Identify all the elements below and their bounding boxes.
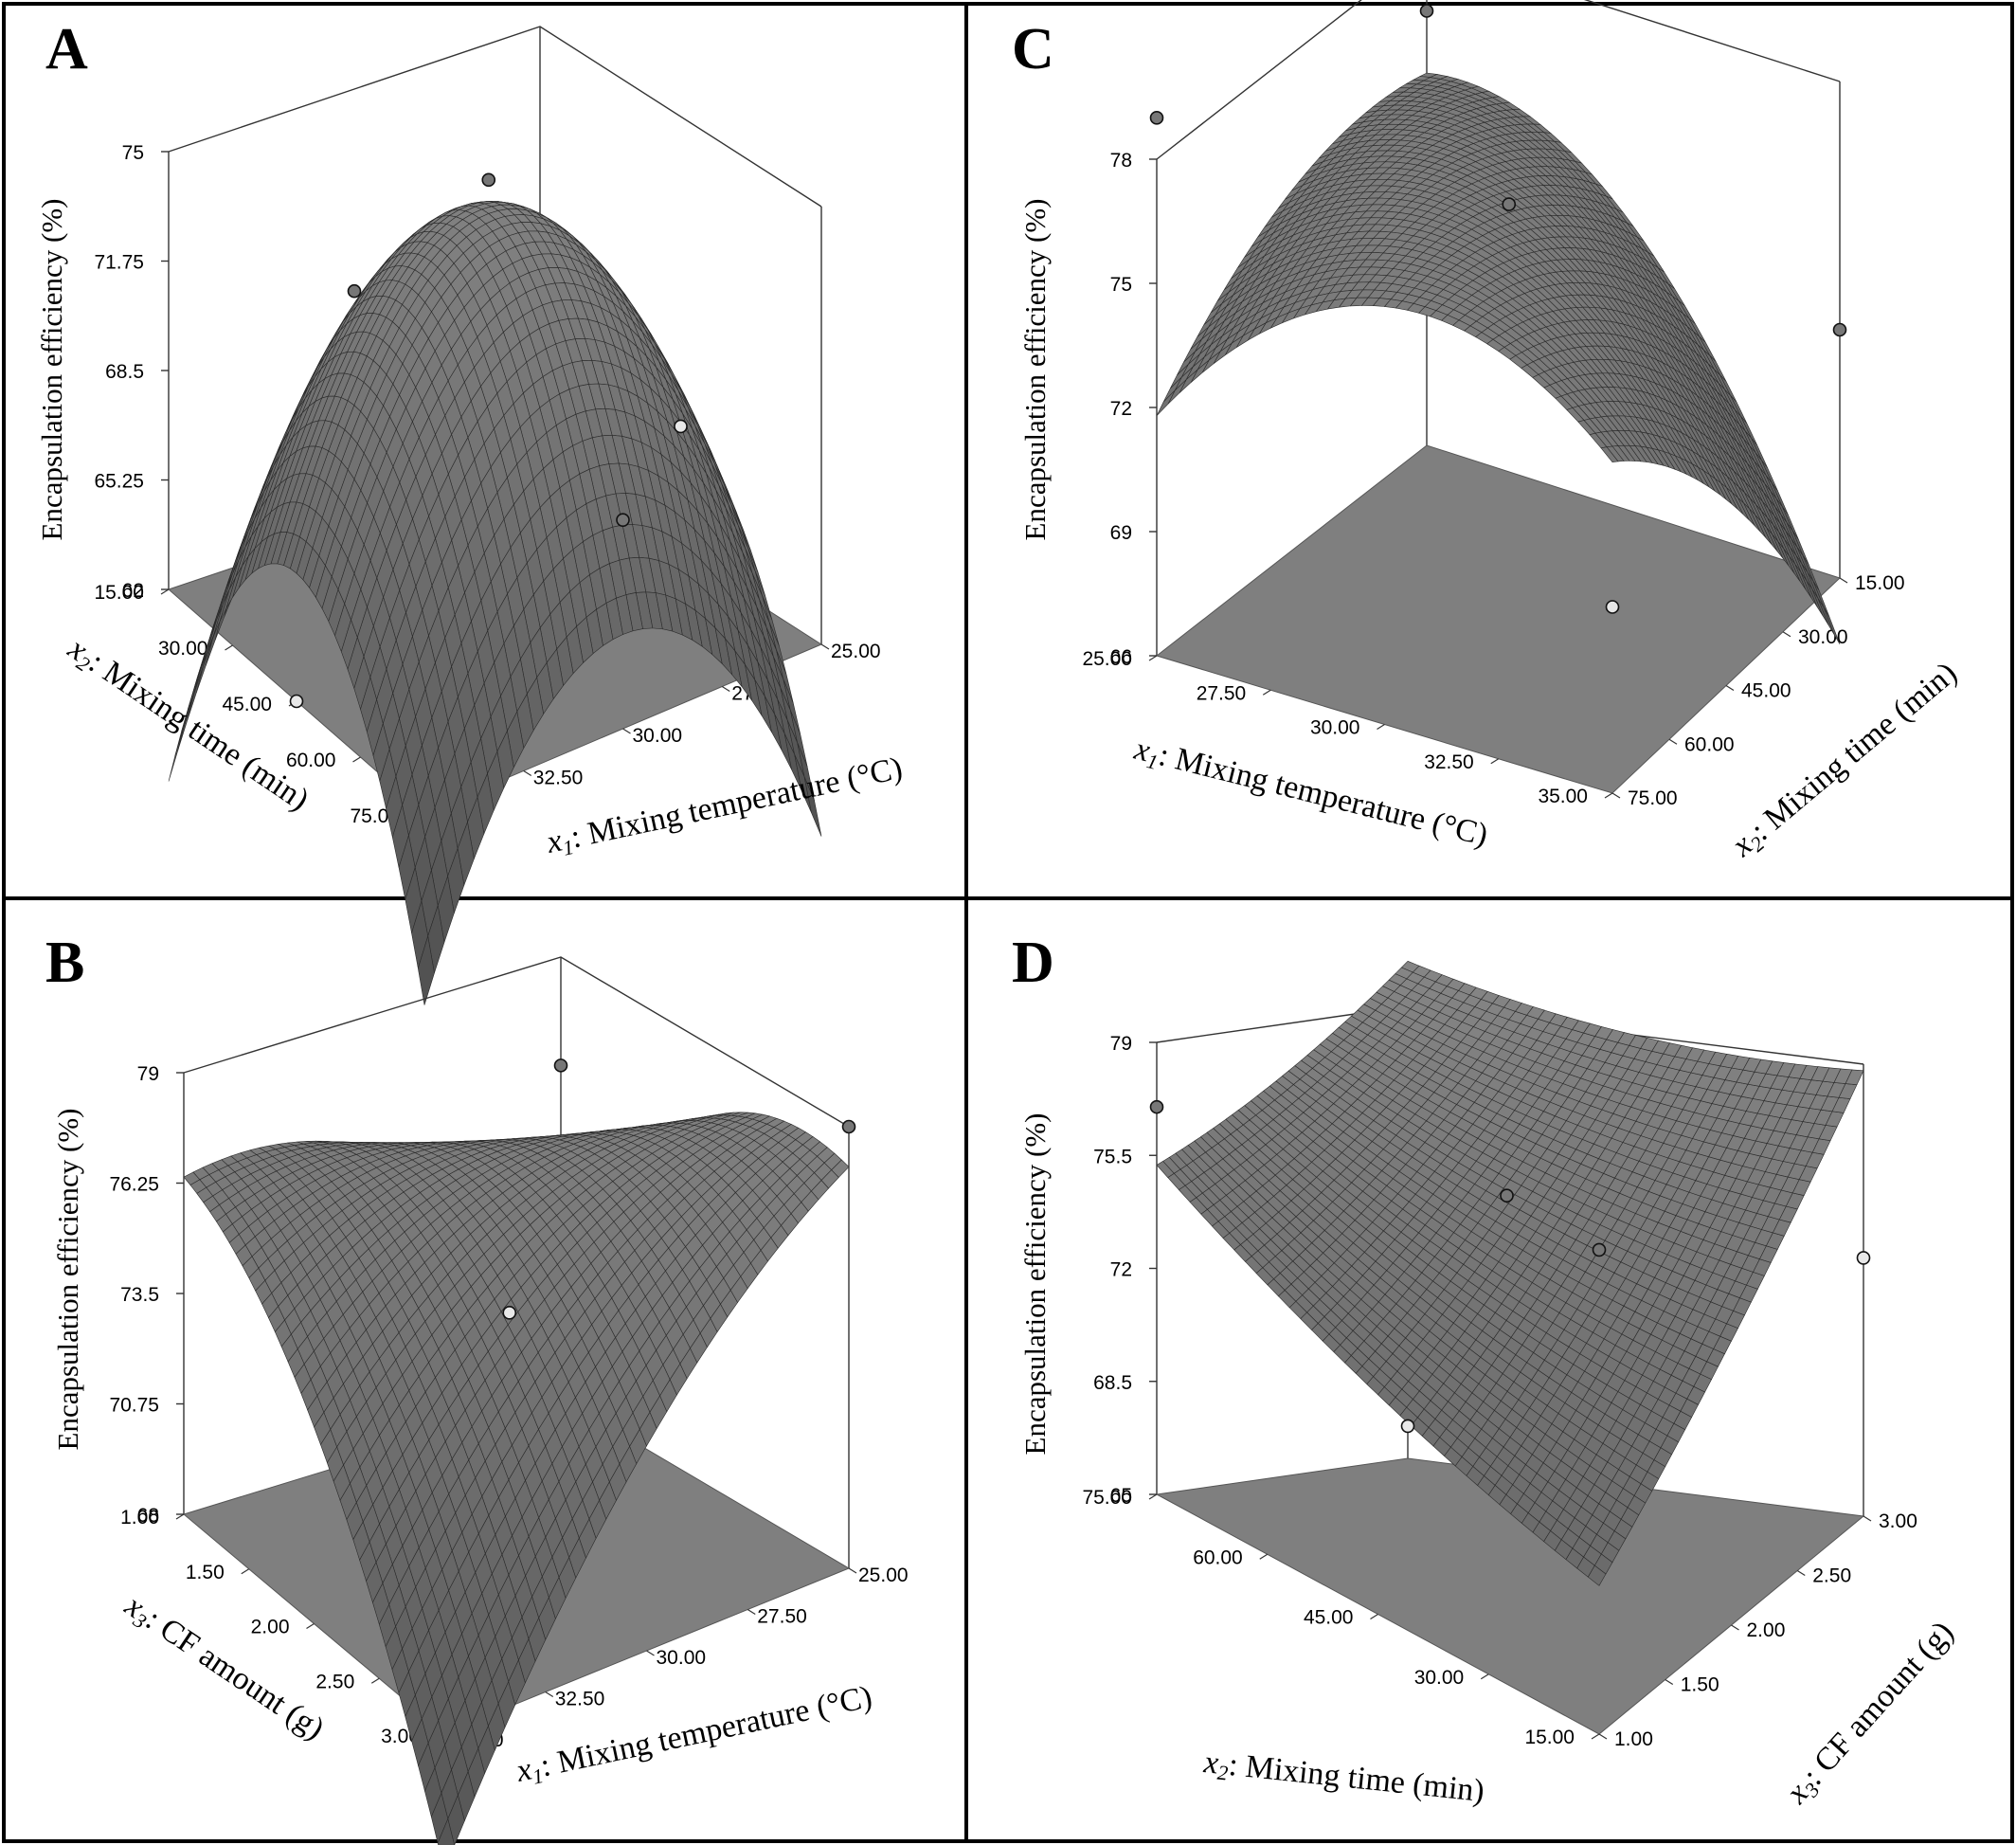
x-axis-label-variable: x: [543, 823, 565, 860]
design-point: [347, 283, 362, 298]
x-tick-label: 30.00: [1414, 1667, 1465, 1689]
y-tick-label: 2.50: [1812, 1565, 1851, 1587]
y-tick-label: 30.00: [1798, 626, 1848, 648]
y-tick-mark: [306, 1622, 315, 1630]
z-axis-label: Encapsulation efficiency (%): [51, 1109, 84, 1451]
design-point: [1832, 322, 1847, 337]
z-tick-label: 68.5: [1093, 1372, 1132, 1394]
z-tick-label: 70.75: [109, 1395, 159, 1417]
y-tick-label: 60.00: [1684, 733, 1735, 755]
z-tick-label: 72: [1110, 398, 1132, 420]
y-tick-label: 2.00: [251, 1617, 290, 1638]
y-tick-label: 2.50: [315, 1671, 354, 1692]
z-tick-label: 68.5: [105, 361, 144, 383]
y-tick-label: 15.00: [94, 582, 144, 604]
y-tick-label: 1.50: [186, 1562, 225, 1583]
y-tick-mark: [175, 1513, 185, 1520]
y-tick-label: 3.00: [1879, 1510, 1917, 1532]
x-tick-mark: [622, 728, 631, 734]
y-tick-mark: [352, 756, 361, 763]
y-tick-label: 75.00: [1628, 787, 1678, 809]
x-axis-label-subscript: 1: [561, 835, 576, 860]
panel-letter: C: [1012, 17, 1054, 81]
surface-cell: [168, 724, 185, 782]
x-tick-mark: [545, 1691, 554, 1698]
design-point: [1149, 111, 1164, 125]
y-tick-label: 60.00: [286, 750, 336, 771]
design-point: [674, 419, 688, 434]
x-tick-label: 32.50: [1424, 751, 1474, 773]
x-tick-mark: [646, 1650, 655, 1656]
y-tick-label: 2.00: [1747, 1619, 1786, 1641]
y-tick-label: 1.00: [1614, 1728, 1653, 1750]
y-tick-mark: [225, 644, 233, 651]
z-tick-label: 75: [122, 142, 144, 164]
x-tick-mark: [848, 1567, 857, 1574]
z-tick-label: 71.75: [94, 252, 144, 274]
y-tick-mark: [160, 588, 170, 595]
x-tick-label: 15.00: [1524, 1727, 1575, 1748]
x-tick-label: 35.00: [1538, 786, 1588, 807]
panel-letter: A: [45, 17, 88, 81]
y-tick-label: 15.00: [1855, 572, 1905, 594]
x-tick-label: 75.00: [1082, 1487, 1132, 1509]
z-tick-label: 62: [122, 580, 144, 602]
x-tick-label: 32.50: [533, 768, 584, 789]
design-point: [616, 513, 630, 527]
y-tick-label: 1.00: [120, 1507, 159, 1528]
z-tick-label: 69: [1110, 522, 1132, 544]
x-tick-mark: [820, 643, 830, 650]
x-tick-label: 32.50: [555, 1689, 605, 1710]
design-point: [1605, 600, 1620, 614]
x-tick-label: 30.00: [633, 725, 683, 747]
response-surface: [183, 1112, 850, 1845]
z-tick-label: 76.25: [109, 1174, 159, 1196]
y-tick-mark: [370, 1677, 380, 1684]
x-tick-mark: [721, 685, 730, 693]
x-tick-label: 27.50: [757, 1606, 807, 1628]
x-tick-mark: [747, 1608, 756, 1616]
surface-cell: [417, 935, 435, 1005]
x-tick-label: 45.00: [1304, 1607, 1354, 1629]
z-axis-label: Encapsulation efficiency (%): [35, 199, 68, 541]
design-point: [1502, 197, 1517, 211]
z-tick-label: 79: [137, 1063, 159, 1085]
panel-letter: B: [45, 931, 84, 995]
x-tick-label: 25.00: [1082, 648, 1132, 670]
x-tick-label: 25.00: [831, 641, 881, 662]
x-tick-label: 30.00: [657, 1647, 707, 1669]
y-tick-label: 45.00: [1741, 680, 1791, 702]
x-tick-mark: [523, 769, 532, 777]
z-tick-label: 68: [137, 1505, 159, 1527]
y-tick-mark: [241, 1568, 250, 1575]
x-tick-label: 60.00: [1193, 1547, 1243, 1568]
y-tick-label: 1.50: [1681, 1674, 1719, 1696]
response-surface: [168, 201, 822, 1005]
z-tick-label: 73.5: [120, 1284, 159, 1306]
z-tick-label: 78: [1110, 150, 1132, 172]
z-tick-label: 65.25: [94, 471, 144, 493]
design-point: [289, 694, 304, 709]
design-point: [502, 1306, 517, 1320]
y-tick-label: 30.00: [158, 638, 208, 660]
x-tick-label: 27.50: [1197, 682, 1247, 704]
design-point: [553, 1058, 568, 1073]
design-point: [841, 1119, 856, 1134]
surface-cell: [803, 776, 822, 837]
x-tick-label: 30.00: [1310, 717, 1360, 739]
chart-b: 6870.7573.576.257925.0027.5030.0032.5035…: [45, 931, 909, 1845]
design-point: [481, 172, 496, 188]
z-tick-label: 79: [1110, 1033, 1132, 1055]
z-tick-label: 75: [1110, 274, 1132, 296]
x-tick-label: 25.00: [858, 1565, 909, 1586]
z-axis-label: Encapsulation efficiency (%): [1018, 199, 1052, 541]
z-tick-label: 72: [1110, 1259, 1132, 1281]
y-tick-label: 45.00: [222, 694, 272, 715]
design-point: [1419, 4, 1434, 18]
z-tick-label: 75.5: [1093, 1146, 1132, 1167]
